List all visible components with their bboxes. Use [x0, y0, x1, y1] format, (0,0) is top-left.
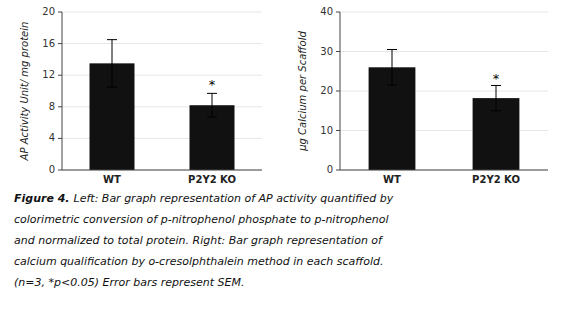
chart: 0 10 20 30 40 WT P2Y2 KO * μg Calcium per Scaffo…	[297, 6, 548, 185]
tick-mark	[58, 75, 62, 76]
tick-label: 12	[42, 69, 55, 80]
caption-line: and normalized to total protein. Right: …	[14, 234, 384, 247]
error-stem	[212, 93, 213, 117]
tick-label: 30	[320, 46, 333, 57]
tick-label: 4	[49, 132, 55, 143]
axis-label: μg Calcium per Scaffold	[297, 31, 308, 152]
caption-line: calcium qualification by o-cresolphthale…	[14, 255, 384, 268]
tick-label: 20	[320, 85, 333, 96]
error-bar	[107, 40, 117, 87]
x-axis	[62, 170, 262, 171]
error-cap	[207, 117, 217, 118]
annotation: *	[493, 71, 500, 86]
marks	[90, 40, 235, 170]
error-stem	[496, 85, 497, 110]
figure: 0 4 8 12 16 20 WT P2Y2 KO * AP Activity Unit/ mg …	[0, 0, 571, 312]
error-bar	[491, 85, 501, 110]
grid-line	[340, 51, 548, 52]
grid-line	[62, 43, 262, 44]
error-cap	[107, 87, 117, 88]
error-stem	[112, 40, 113, 87]
error-cap	[491, 110, 501, 111]
tick-mark	[58, 170, 62, 171]
error-bar	[207, 93, 217, 117]
caption-label: Figure 4.	[14, 192, 70, 205]
tick-mark	[58, 12, 62, 13]
tick-label: 20	[42, 6, 55, 17]
tick-mark	[58, 138, 62, 139]
tick-label: 0	[327, 164, 333, 175]
grid-line	[62, 170, 262, 171]
tick-mark	[58, 106, 62, 107]
error-cap	[387, 49, 397, 50]
error-stem	[392, 50, 393, 86]
category-label: WT	[383, 174, 401, 185]
error-cap	[107, 39, 117, 40]
caption: Figure 4. Left: Bar graph representation …	[14, 192, 394, 289]
category-label: WT	[103, 174, 121, 185]
tick-label: 8	[49, 101, 55, 112]
category-label: P2Y2 KO	[188, 174, 236, 185]
x-axis	[340, 170, 548, 171]
error-cap	[387, 85, 397, 86]
caption-line: colorimetric conversion of p-nitrophenol…	[14, 213, 388, 226]
caption-line: (n=3, *p<0.05) Error bars represent SEM.	[14, 276, 244, 289]
y-axis	[62, 12, 63, 170]
error-bar	[387, 50, 397, 86]
axis-label: AP Activity Unit/ mg protein	[19, 22, 30, 162]
tick-mark	[336, 12, 340, 13]
caption-text: Left: Bar graph representation of AP act…	[74, 192, 394, 205]
tick-label: 10	[320, 125, 333, 136]
tick-mark	[336, 91, 340, 92]
marks	[369, 50, 520, 170]
tick-mark	[58, 43, 62, 44]
tick-label: 40	[320, 6, 333, 17]
error-cap	[207, 93, 217, 94]
tick-label: 0	[49, 164, 55, 175]
category-label: P2Y2 KO	[472, 174, 520, 185]
tick-mark	[336, 51, 340, 52]
caption-line: Figure 4. Left: Bar graph representation …	[14, 192, 394, 205]
annotation: *	[209, 77, 216, 92]
tick-mark	[336, 170, 340, 171]
grid-line	[62, 12, 262, 13]
tick-mark	[336, 130, 340, 131]
tick-label: 16	[42, 38, 55, 49]
grid-line	[340, 12, 548, 13]
y-axis	[340, 12, 341, 170]
chart: 0 4 8 12 16 20 WT P2Y2 KO * AP Activity Unit/ mg …	[19, 6, 262, 185]
grid-line	[340, 170, 548, 171]
